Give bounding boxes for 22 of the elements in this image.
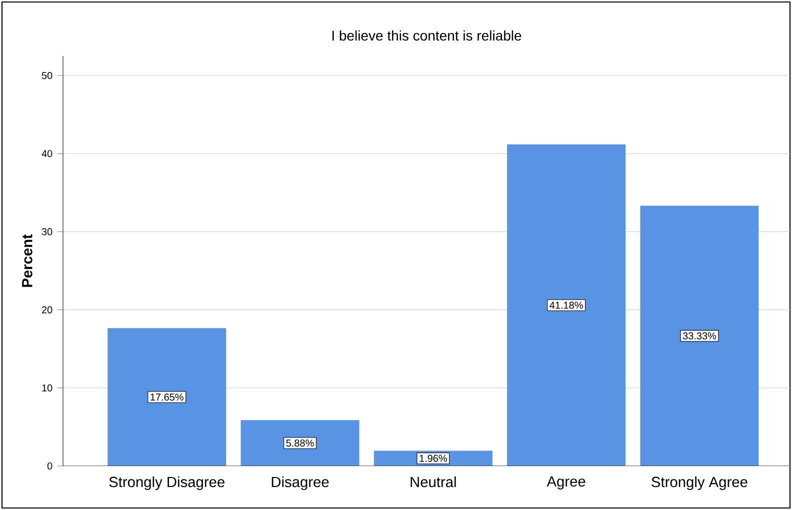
bar (507, 144, 626, 466)
y-axis-title: Percent (22, 234, 32, 287)
y-tick-label: 40 (42, 150, 52, 158)
x-tick-label: Strongly Agree (652, 476, 748, 490)
y-tick-label: 0 (47, 462, 52, 470)
x-tick-label: Neutral (410, 476, 456, 488)
chart-title: I believe this content is reliable (332, 30, 522, 41)
y-tick-label: 10 (42, 384, 52, 392)
data-label: 17.65% (150, 394, 184, 401)
data-label: 1.96% (420, 454, 447, 462)
x-tick-label: Disagree (272, 476, 329, 490)
bar (108, 328, 226, 466)
data-label: 5.88% (286, 440, 314, 447)
bar (640, 206, 759, 466)
y-tick-label: 50 (42, 72, 52, 80)
x-tick-label: Agree (546, 476, 586, 490)
y-tick-label: 30 (42, 228, 52, 236)
bar (240, 420, 360, 466)
data-label: 41.18% (550, 302, 583, 309)
data-label: 33.33% (682, 332, 716, 340)
x-tick-label: Strongly Disagree (109, 476, 224, 490)
y-tick-label: 20 (42, 306, 52, 314)
